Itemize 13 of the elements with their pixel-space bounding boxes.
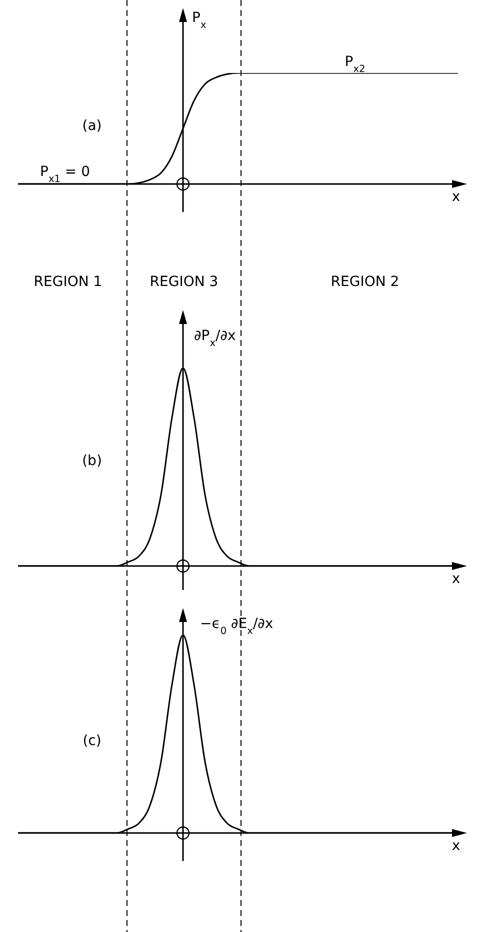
text: (b) [82, 453, 102, 469]
text: REGION 3 [150, 274, 218, 290]
y-axis-title: P$_{x}$ [192, 10, 206, 30]
text: REGION 2 [330, 274, 400, 290]
text: (c) [82, 733, 102, 749]
annotation: P$_{x1}$ = 0 [40, 164, 90, 184]
x-axis-title: x [452, 838, 460, 854]
annotation: P$_{x2}$ [344, 54, 366, 74]
y-axis-title: ∂P$_{x}$/∂x [194, 328, 236, 348]
x-axis-title: x [452, 189, 460, 205]
text: REGION 1 [34, 274, 102, 290]
text: (a) [82, 118, 102, 134]
x-axis-title: x [452, 571, 460, 587]
